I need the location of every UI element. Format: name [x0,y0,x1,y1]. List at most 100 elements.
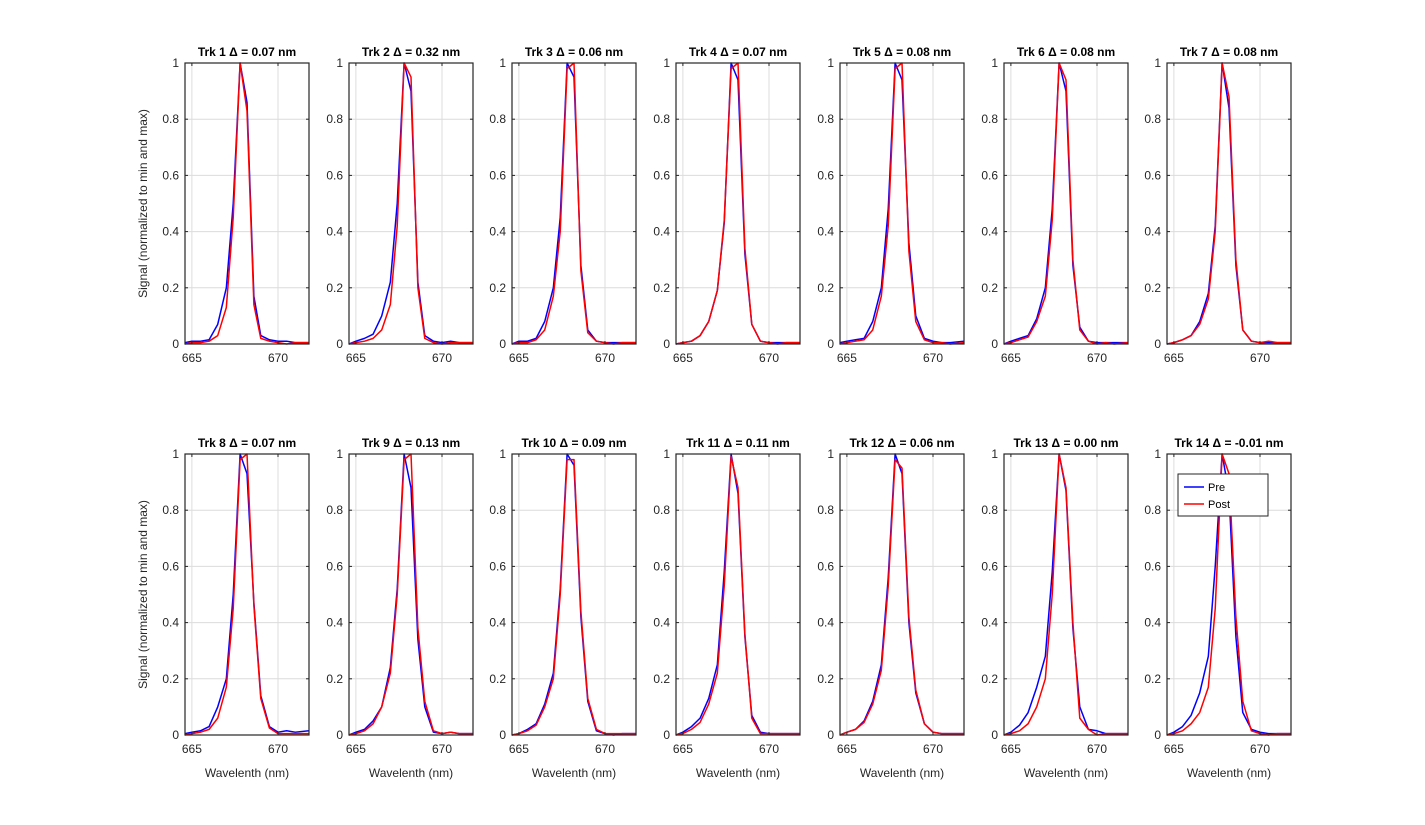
y-tick-label: 1 [499,447,506,461]
y-tick-label: 0.2 [489,672,506,686]
y-tick-label: 0 [663,337,670,351]
y-tick-label: 0.4 [653,225,670,239]
axes-box [184,62,310,345]
plot-area [676,63,800,344]
axes-box [675,62,801,345]
x-tick-label: 670 [432,742,452,756]
series-line-post [184,453,309,736]
panel-title: Trk 8 Δ = 0.07 nm [198,436,296,450]
x-tick-label: 670 [1250,742,1270,756]
y-tick-label: 0.6 [981,168,998,182]
x-axis-label: Wavelenth (nm) [532,766,616,780]
y-tick-label: 0.2 [653,672,670,686]
axes-box [1166,62,1292,345]
panel-title: Trk 5 Δ = 0.08 nm [853,45,951,59]
x-tick-label: 665 [1001,742,1021,756]
y-tick-label: 0.8 [326,112,343,126]
y-tick-label: 0.4 [1144,616,1161,630]
y-tick-label: 0.6 [817,559,834,573]
y-tick-label: 0 [499,728,506,742]
panel-title: Trk 12 Δ = 0.06 nm [849,436,954,450]
y-axis-label: Signal (normalized to min and max) [136,500,150,689]
axes-box [675,453,801,736]
plot-area [840,454,964,735]
y-tick-label: 0.4 [326,616,343,630]
y-tick-label: 0.6 [1144,559,1161,573]
y-tick-label: 0.4 [1144,225,1161,239]
y-tick-label: 0 [663,728,670,742]
x-tick-label: 670 [595,742,615,756]
x-tick-label: 665 [837,351,857,365]
y-tick-label: 0.6 [162,559,179,573]
x-tick-label: 670 [268,742,288,756]
y-tick-label: 0 [336,728,343,742]
y-tick-label: 1 [663,56,670,70]
y-tick-label: 0.8 [981,503,998,517]
axes-box [348,453,474,736]
y-tick-label: 1 [172,56,179,70]
panel-10: 0 0.2 0.4 0.6 0.8 1 665 670 Trk 10 Δ = 0.09 nm Wa… [489,436,637,780]
panel-title: Trk 3 Δ = 0.06 nm [525,45,623,59]
series-line-pre [184,453,310,735]
y-tick-label: 0.8 [817,112,834,126]
legend-box [1177,473,1269,517]
y-tick-label: 1 [991,447,998,461]
y-tick-label: 1 [499,56,506,70]
y-tick-label: 0.2 [489,281,506,295]
y-tick-label: 0.2 [162,281,179,295]
panel-5: 0 0.2 0.4 0.6 0.8 1 665 670 Trk 5 Δ = 0.08 nm [817,45,965,365]
x-tick-label: 670 [1250,351,1270,365]
legend-label-post: Post [1208,499,1230,511]
y-tick-label: 0 [499,337,506,351]
panel-title: Trk 4 Δ = 0.07 nm [689,45,787,59]
y-tick-label: 1 [336,447,343,461]
x-tick-label: 665 [673,742,693,756]
series-line-post [184,62,309,345]
panel-7: 0 0.2 0.4 0.6 0.8 1 665 670 Trk 7 Δ = 0.08 nm [1144,45,1292,365]
series-line-post [675,62,800,345]
y-tick-label: 0.4 [817,616,834,630]
x-tick-label: 665 [346,351,366,365]
y-tick-label: 0.8 [1144,503,1161,517]
series-line-post [1003,453,1128,736]
axes-box [839,453,965,736]
axes-box [1003,453,1129,736]
y-tick-label: 1 [1154,447,1161,461]
x-tick-label: 665 [673,351,693,365]
y-tick-label: 0.4 [817,225,834,239]
y-tick-label: 0.8 [489,112,506,126]
x-axis-label: Wavelenth (nm) [696,766,780,780]
panel-title: Trk 6 Δ = 0.08 nm [1017,45,1115,59]
y-tick-label: 0 [991,728,998,742]
y-tick-label: 0.4 [162,616,179,630]
y-tick-label: 0.2 [162,672,179,686]
x-tick-label: 665 [182,351,202,365]
panel-13: 0 0.2 0.4 0.6 0.8 1 665 670 Trk 13 Δ = 0.00 nm Wa… [981,436,1129,780]
y-tick-label: 0.8 [489,503,506,517]
panel-2: 0 0.2 0.4 0.6 0.8 1 665 670 Trk 2 Δ = 0.32 nm [326,45,474,365]
y-tick-label: 0 [172,728,179,742]
y-tick-label: 0 [1154,337,1161,351]
y-tick-label: 0.6 [326,168,343,182]
x-tick-label: 670 [923,351,943,365]
panel-title: Trk 9 Δ = 0.13 nm [362,436,460,450]
y-tick-label: 0.6 [817,168,834,182]
x-tick-label: 670 [759,351,779,365]
y-tick-label: 0.8 [653,503,670,517]
plot-area [185,454,309,735]
y-tick-label: 0.2 [817,672,834,686]
panel-8: 0 0.2 0.4 0.6 0.8 1 665 670 Trk 8 Δ = 0.07 nm Wav… [136,436,310,780]
y-tick-label: 0.2 [817,281,834,295]
series-line-pre [348,62,473,345]
series-line-post [675,456,800,736]
plot-area [512,454,636,735]
series-line-post [1003,62,1129,345]
y-tick-label: 1 [663,447,670,461]
y-tick-label: 0.2 [326,281,343,295]
panel-title: Trk 11 Δ = 0.11 nm [686,436,790,450]
y-tick-label: 1 [172,447,179,461]
y-tick-label: 0.2 [1144,281,1161,295]
y-tick-label: 0.4 [981,616,998,630]
y-tick-label: 0 [827,728,834,742]
panel-4: 0 0.2 0.4 0.6 0.8 1 665 670 Trk 4 Δ = 0.07 nm [653,45,801,365]
